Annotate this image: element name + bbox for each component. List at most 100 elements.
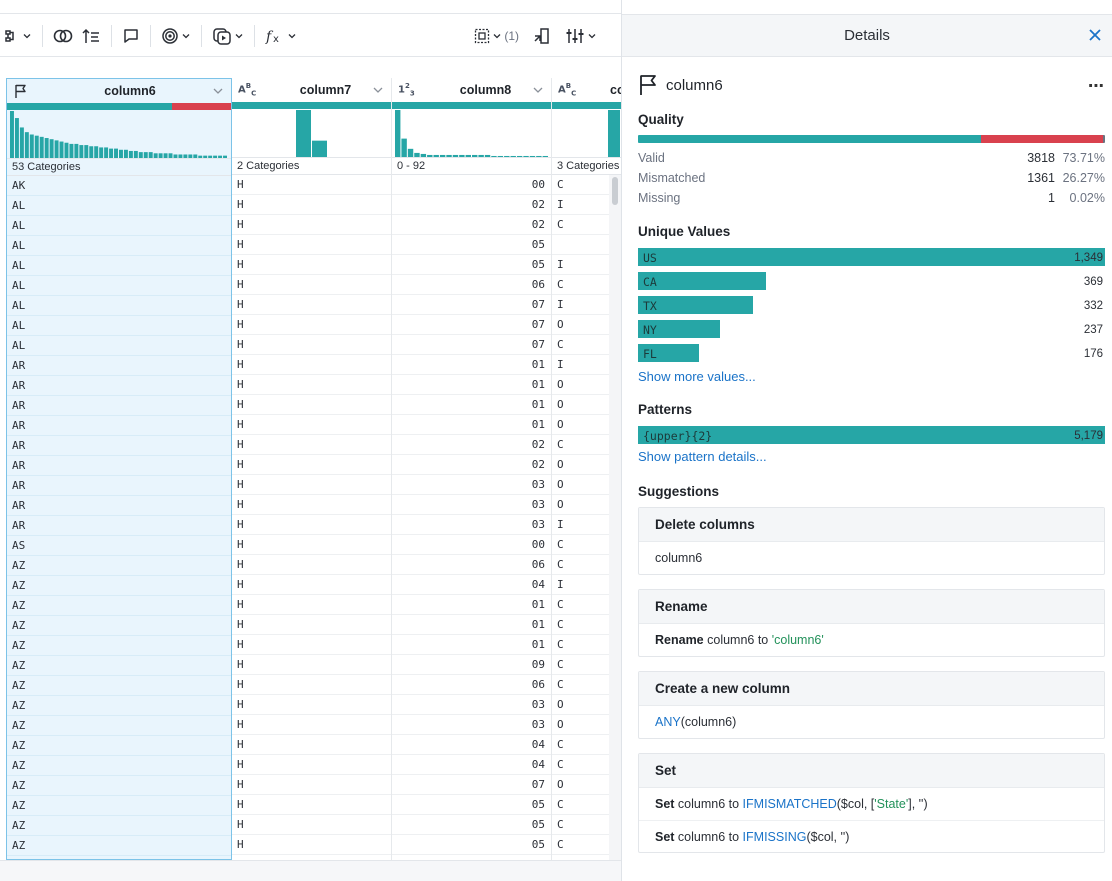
grid-cell[interactable]: H — [232, 595, 391, 615]
grid-cell[interactable]: O — [552, 715, 621, 735]
histogram-bar[interactable] — [94, 146, 99, 158]
grid-cell[interactable]: H — [232, 695, 391, 715]
histogram-bar[interactable] — [64, 142, 69, 158]
grid-cell[interactable]: AL — [7, 236, 231, 256]
quality-valid-segment[interactable] — [638, 135, 981, 143]
grid-cell[interactable]: 05 — [392, 235, 551, 255]
grid-cell[interactable]: 03 — [392, 495, 551, 515]
histogram-bar[interactable] — [158, 153, 163, 158]
histogram-bar[interactable] — [218, 155, 223, 158]
histogram-bar[interactable] — [401, 138, 407, 157]
histogram-bar[interactable] — [178, 154, 183, 158]
grid-cell[interactable]: H — [232, 495, 391, 515]
grid-cell[interactable]: AZ — [7, 556, 231, 576]
column-details-button[interactable] — [529, 22, 555, 50]
suggestion-rename[interactable]: Rename Rename column6 to 'column6' — [638, 589, 1105, 657]
grid-cell[interactable]: AR — [7, 476, 231, 496]
grid-cell[interactable]: 06 — [392, 555, 551, 575]
grid-cell[interactable]: AZ — [7, 636, 231, 656]
grid-cell[interactable]: H — [232, 335, 391, 355]
histogram-bar[interactable] — [523, 155, 529, 157]
histogram-bar[interactable] — [173, 154, 178, 158]
histogram-bar[interactable] — [208, 155, 213, 158]
grid-cell[interactable]: AL — [7, 296, 231, 316]
suggestion-option[interactable]: Set column6 to IFMISSING($col, '') — [639, 820, 1104, 852]
column-header[interactable]: 123 column8 — [392, 78, 551, 102]
grid-cell[interactable]: H — [232, 415, 391, 435]
grid-cell[interactable]: 01 — [392, 615, 551, 635]
grid-cell[interactable]: C — [552, 815, 621, 835]
histogram-bar[interactable] — [109, 148, 114, 158]
grid-cell[interactable]: 07 — [392, 315, 551, 335]
grid-cell[interactable]: C — [552, 615, 621, 635]
histogram-bar[interactable] — [69, 143, 74, 158]
grid-cell[interactable]: 02 — [392, 455, 551, 475]
histogram-bar[interactable] — [193, 154, 198, 158]
grid-column-column8[interactable]: 123 column8 0 - 92 00 02 02 05 05 06 07 07 07 01 0… — [392, 78, 552, 860]
grid-cell[interactable]: AZ — [7, 736, 231, 756]
suggestion-option[interactable]: Rename column6 to 'column6' — [639, 624, 1104, 656]
grid-cell[interactable]: H — [232, 375, 391, 395]
grid-cell[interactable]: 07 — [392, 775, 551, 795]
pattern-row[interactable]: {upper}{2} 5,179 — [638, 425, 1105, 449]
histogram-bar[interactable] — [123, 149, 128, 158]
scrollbar-thumb[interactable] — [612, 177, 618, 205]
grid-cell[interactable]: AR — [7, 436, 231, 456]
histogram-bar[interactable] — [148, 152, 153, 158]
histogram-bar[interactable] — [19, 127, 24, 158]
grid-cell[interactable]: H — [232, 475, 391, 495]
grid-cell[interactable]: AZ — [7, 656, 231, 676]
chevron-down-icon[interactable] — [213, 87, 223, 95]
grid-cell[interactable]: H — [232, 635, 391, 655]
histogram-bar[interactable] — [29, 134, 34, 159]
grid-cell[interactable]: I — [552, 255, 621, 275]
grid-cell[interactable]: H — [232, 815, 391, 835]
restructure-button[interactable] — [0, 22, 36, 50]
grid-cell[interactable]: AL — [7, 316, 231, 336]
grid-cell[interactable]: H — [232, 555, 391, 575]
grid-cell[interactable]: 01 — [392, 375, 551, 395]
grid-cell[interactable]: 04 — [392, 575, 551, 595]
quality-row-valid[interactable]: Valid 3818 73.71% — [638, 148, 1105, 168]
grid-cell[interactable]: H — [232, 535, 391, 555]
grid-cell[interactable]: C — [552, 275, 621, 295]
grid-cell[interactable]: H — [232, 795, 391, 815]
grid-cell[interactable]: O — [552, 415, 621, 435]
histogram-bar[interactable] — [44, 138, 49, 158]
grid-cell[interactable]: H — [232, 175, 391, 195]
grid-cell[interactable]: H — [232, 775, 391, 795]
histogram-bar[interactable] — [420, 153, 427, 157]
column-histogram[interactable] — [232, 109, 391, 158]
histogram-bar[interactable] — [138, 152, 143, 158]
grid-cell[interactable]: AR — [7, 496, 231, 516]
grid-cell[interactable]: 05 — [392, 835, 551, 855]
histogram-bar[interactable] — [472, 154, 478, 157]
histogram-bar[interactable] — [516, 155, 523, 157]
histogram-bar[interactable] — [188, 154, 193, 158]
grid-cell[interactable]: C — [552, 435, 621, 455]
column-histogram[interactable] — [552, 109, 621, 158]
histogram-bar[interactable] — [54, 140, 59, 158]
grid-cell[interactable]: AR — [7, 456, 231, 476]
suggestion-create-column[interactable]: Create a new column ANY(column6) — [638, 671, 1105, 739]
grid-cell[interactable]: AR — [7, 516, 231, 536]
grid-cell[interactable]: C — [552, 535, 621, 555]
grid-cell[interactable]: 03 — [392, 515, 551, 535]
histogram-bar[interactable] — [433, 154, 439, 157]
histogram-bar[interactable] — [198, 155, 203, 158]
more-options-icon[interactable]: ⋯ — [1088, 78, 1105, 95]
merge-button[interactable] — [49, 22, 77, 50]
grid-cell[interactable]: I — [552, 295, 621, 315]
grid-cell[interactable]: AZ — [7, 696, 231, 716]
grid-cell[interactable]: O — [552, 495, 621, 515]
histogram-bar[interactable] — [439, 154, 446, 157]
grid-cell[interactable]: AL — [7, 276, 231, 296]
histogram-bar[interactable] — [414, 152, 420, 157]
histogram-bar[interactable] — [223, 155, 227, 158]
histogram-bar[interactable] — [510, 155, 516, 157]
grid-cell[interactable]: 05 — [392, 795, 551, 815]
histogram-bar[interactable] — [14, 118, 19, 158]
grid-cell[interactable]: H — [232, 315, 391, 335]
grid-cell[interactable]: 01 — [392, 635, 551, 655]
